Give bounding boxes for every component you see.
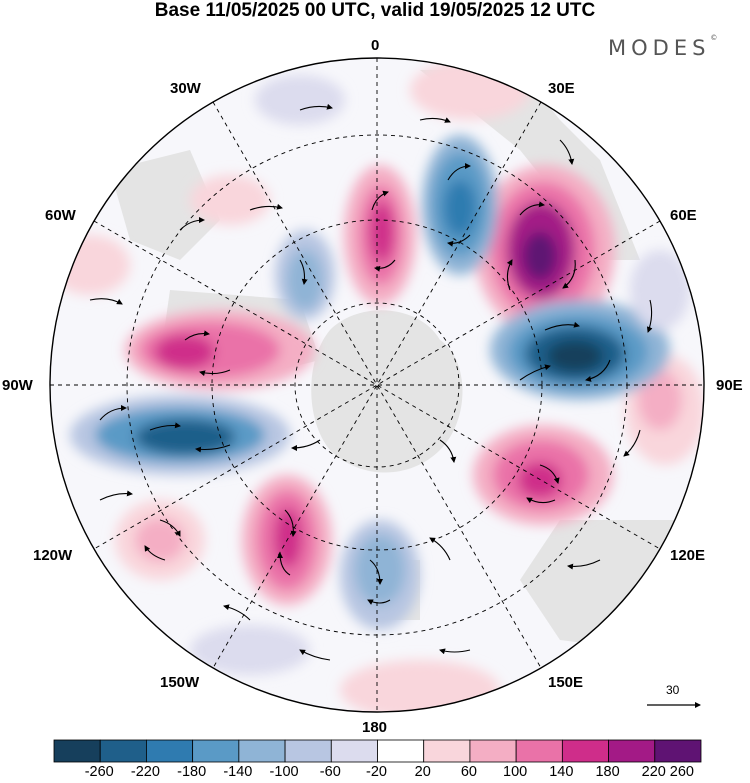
colorbar-tick-label: -100 xyxy=(269,764,299,780)
colorbar-tick-label: -60 xyxy=(319,764,341,780)
colorbar-tick-label: 260 xyxy=(669,764,694,780)
colorbar-swatch xyxy=(192,739,240,763)
colorbar-tick-label: 100 xyxy=(503,764,528,780)
lon-label-150e: 150E xyxy=(548,674,584,691)
colorbar-tick-label: -220 xyxy=(130,764,160,780)
colorbar-swatch xyxy=(423,739,471,763)
colorbar-swatch xyxy=(284,739,332,763)
modes-logo: MODES© xyxy=(608,34,718,60)
reference-vector-label: 30 xyxy=(666,683,680,697)
colorbar-swatch xyxy=(654,739,702,763)
colorbar-swatch xyxy=(99,739,147,763)
colorbar-tick-label: -140 xyxy=(223,764,253,780)
colorbar-swatch xyxy=(238,739,286,763)
lon-label-180: 180 xyxy=(362,719,388,736)
lon-label-120w: 120W xyxy=(33,547,73,564)
lon-label-90w: 90W xyxy=(2,377,33,394)
colorbar-swatch xyxy=(146,739,194,763)
lon-label-90e: 90E xyxy=(716,377,743,394)
colorbar-swatch xyxy=(53,739,101,763)
graticule xyxy=(50,58,704,712)
colorbar-swatch xyxy=(515,739,563,763)
colorbar-tick-label: 140 xyxy=(549,764,574,780)
colorbar-tick-label: -260 xyxy=(84,764,114,780)
lon-label-0: 0 xyxy=(371,37,380,54)
colorbar-tick-label: 180 xyxy=(595,764,620,780)
map-border xyxy=(49,57,705,713)
lon-label-30e: 30E xyxy=(548,80,575,97)
colorbar-swatch xyxy=(330,739,378,763)
lon-label-150w: 150W xyxy=(160,674,200,691)
lon-label-30w: 30W xyxy=(170,80,201,97)
colorbar-tick-label: -20 xyxy=(366,764,387,780)
colorbar-tick-label: -180 xyxy=(177,764,207,780)
colorbar-tick-label: 20 xyxy=(414,764,431,780)
colorbar-tick-label: 220 xyxy=(641,764,666,780)
anomaly-field xyxy=(50,58,704,712)
colorbar-tick-label: 60 xyxy=(460,764,477,780)
map-title: Base 11/05/2025 00 UTC, valid 19/05/2025… xyxy=(154,0,596,21)
colorbar xyxy=(53,739,702,763)
colorbar-swatch xyxy=(561,739,609,763)
lon-label-60w: 60W xyxy=(45,207,76,224)
lon-label-120e: 120E xyxy=(670,547,706,564)
lon-label-60e: 60E xyxy=(670,207,697,224)
colorbar-swatch xyxy=(377,739,425,763)
wind-vectors xyxy=(89,103,653,661)
colorbar-swatch xyxy=(469,739,517,763)
colorbar-swatch xyxy=(608,739,656,763)
